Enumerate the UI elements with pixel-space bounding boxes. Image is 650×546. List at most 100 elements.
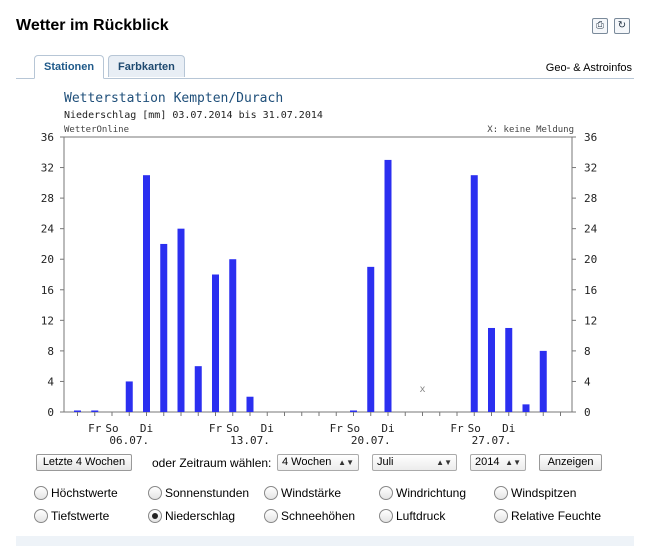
chevron-updown-icon: ▲▼ <box>338 458 354 467</box>
y-tick-label-right: 8 <box>584 345 591 358</box>
year-select-value: 2014 <box>475 456 500 468</box>
weekday-label: Fr <box>330 422 344 435</box>
show-button[interactable]: Anzeigen <box>539 454 602 471</box>
radio-label: Windspitzen <box>511 486 577 500</box>
y-tick-label-right: 4 <box>584 375 591 388</box>
bar <box>143 175 150 412</box>
tab-farbkarten[interactable]: Farbkarten <box>108 55 185 77</box>
weekday-label: Fr <box>209 422 223 435</box>
y-tick-label-left: 32 <box>41 162 54 175</box>
bar <box>470 175 478 412</box>
y-tick-label-left: 20 <box>41 253 54 266</box>
radio-circle[interactable] <box>379 486 393 500</box>
date-label: 13.07. <box>230 434 270 447</box>
bar <box>488 327 495 412</box>
plot-frame <box>63 136 573 413</box>
radio-circle[interactable] <box>264 509 278 523</box>
y-tick-label-right: 20 <box>584 253 597 266</box>
year-select[interactable]: 2014 ▲▼ <box>470 454 526 471</box>
y-tick-label-left: 0 <box>47 406 54 419</box>
y-tick-label-right: 16 <box>584 284 597 297</box>
y-tick-label-right: 36 <box>584 131 597 144</box>
bar <box>229 259 237 412</box>
radio-label: Niederschlag <box>165 509 236 523</box>
tab-bar: Stationen Farbkarten <box>16 55 634 79</box>
weekday-label: Di <box>261 422 274 435</box>
radio-circle[interactable] <box>494 509 508 523</box>
month-select-value: Juli <box>377 456 394 468</box>
weekday-label: So <box>347 422 360 435</box>
radio-label: Höchstwerte <box>51 486 118 500</box>
date-label: 06.07. <box>109 434 149 447</box>
bar <box>160 243 168 412</box>
radio-circle[interactable] <box>34 509 48 523</box>
bar <box>539 350 547 412</box>
weekday-label: So <box>105 422 118 435</box>
month-select[interactable]: Juli ▲▼ <box>372 454 457 471</box>
bar <box>91 410 99 412</box>
radio-circle[interactable] <box>34 486 48 500</box>
radio-label: Tiefstwerte <box>51 509 110 523</box>
chart-source: WetterOnline <box>64 125 129 135</box>
chart-note: X: keine Meldung <box>487 125 574 135</box>
print-icon[interactable]: ⎙ <box>592 18 608 34</box>
y-tick-label-left: 36 <box>41 131 54 144</box>
bar <box>246 396 254 412</box>
y-tick-label-right: 0 <box>584 406 591 419</box>
missing-marker: x <box>419 384 425 395</box>
radio-circle[interactable] <box>148 509 162 523</box>
precipitation-chart: Wetterstation Kempten/Durach Niederschla… <box>41 91 598 447</box>
y-tick-label-right: 12 <box>584 314 597 327</box>
bar <box>350 410 357 412</box>
bar <box>125 381 133 412</box>
y-tick-label-left: 8 <box>47 345 54 358</box>
radio-label: Schneehöhen <box>281 509 356 523</box>
radio-circle[interactable] <box>264 486 278 500</box>
y-tick-label-left: 12 <box>41 314 54 327</box>
radio-circle[interactable] <box>148 486 162 500</box>
bar <box>177 228 185 412</box>
weekday-label: Fr <box>88 422 102 435</box>
chart-title: Wetterstation Kempten/Durach <box>64 91 283 106</box>
period-label: oder Zeitraum wählen: <box>152 456 272 470</box>
y-tick-label-right: 28 <box>584 192 597 205</box>
bar <box>74 410 81 412</box>
y-tick-label-right: 24 <box>584 223 598 236</box>
period-select[interactable]: 4 Wochen ▲▼ <box>277 454 359 471</box>
radio-label: Windstärke <box>281 486 342 500</box>
bar <box>522 404 530 412</box>
radio-label: Luftdruck <box>396 509 446 523</box>
y-tick-label-left: 16 <box>41 284 54 297</box>
radio-label: Relative Feuchte <box>511 509 602 523</box>
bar <box>212 274 219 412</box>
weekday-label: Di <box>502 422 515 435</box>
radio-circle[interactable] <box>494 486 508 500</box>
bar <box>384 159 392 412</box>
weekday-label: Di <box>381 422 394 435</box>
tab-stationen[interactable]: Stationen <box>34 55 105 79</box>
weekday-label: Di <box>140 422 153 435</box>
bar <box>367 266 375 412</box>
weekday-label: So <box>226 422 239 435</box>
weekday-label: So <box>468 422 481 435</box>
geo-astro-link[interactable]: Geo- & Astroinfos <box>545 62 632 74</box>
page-title: Wetter im Rückblick <box>16 17 169 34</box>
chevron-updown-icon: ▲▼ <box>436 458 452 467</box>
radio-label: Sonnenstunden <box>165 486 250 500</box>
y-tick-label-left: 4 <box>47 375 54 388</box>
chart-subtitle: Niederschlag [mm] 03.07.2014 bis 31.07.2… <box>64 110 323 121</box>
date-label: 20.07. <box>351 434 391 447</box>
bar <box>505 327 513 412</box>
weekday-label: Fr <box>450 422 464 435</box>
y-tick-label-right: 32 <box>584 162 597 175</box>
radio-label: Windrichtung <box>396 486 467 500</box>
bar <box>194 366 202 412</box>
chevron-updown-icon: ▲▼ <box>505 458 521 467</box>
last-4-weeks-button[interactable]: Letzte 4 Wochen <box>36 454 132 471</box>
y-tick-label-left: 24 <box>41 223 55 236</box>
date-label: 27.07. <box>472 434 512 447</box>
refresh-icon[interactable]: ↻ <box>614 18 630 34</box>
radio-circle[interactable] <box>379 509 393 523</box>
footer-band <box>16 536 634 546</box>
period-select-value: 4 Wochen <box>282 456 332 468</box>
